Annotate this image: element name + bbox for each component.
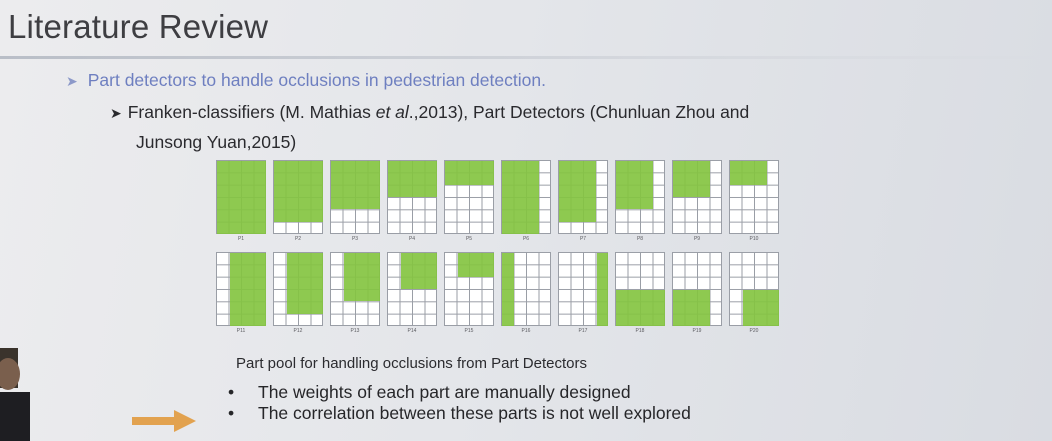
part-template xyxy=(729,160,779,234)
part-label: P2 xyxy=(294,236,302,242)
chevron-right-icon: ➤ xyxy=(110,105,122,121)
bullet-dot: • xyxy=(228,403,235,423)
part-fill xyxy=(445,161,494,185)
figure-caption: Part pool for handling occlusions from P… xyxy=(236,355,587,372)
title-underline xyxy=(0,56,1052,59)
part-fill xyxy=(217,161,266,234)
part-template xyxy=(387,252,437,326)
part-label: P11 xyxy=(236,328,246,334)
part-label: P10 xyxy=(749,236,759,242)
part-template xyxy=(558,160,608,234)
part-fill xyxy=(388,161,437,197)
part-label: P5 xyxy=(465,236,473,242)
part-label: P12 xyxy=(293,328,303,334)
part-template xyxy=(501,160,551,234)
part-label: P18 xyxy=(635,328,645,334)
part-label: P3 xyxy=(351,236,359,242)
part-template xyxy=(501,252,551,326)
part-label: P9 xyxy=(693,236,701,242)
part-template xyxy=(615,160,665,234)
part-label: P17 xyxy=(578,328,588,334)
arrow-right-icon xyxy=(132,410,196,432)
list-item: • The weights of each part are manually d… xyxy=(228,382,691,403)
part-template xyxy=(672,252,722,326)
part-template xyxy=(216,252,266,326)
part-label: P19 xyxy=(692,328,702,334)
part-label: P7 xyxy=(579,236,587,242)
part-template xyxy=(615,252,665,326)
part-fill xyxy=(742,289,779,326)
bullet-level2: ➤ Franken-classifiers (M. Mathias et al.,… xyxy=(110,98,1030,157)
et-al-text: et al xyxy=(375,102,409,122)
part-fill xyxy=(673,289,710,326)
part-fill xyxy=(616,289,665,326)
presenter-figure xyxy=(0,348,30,441)
part-fill xyxy=(343,253,380,302)
part-fill xyxy=(730,161,767,185)
part-label: P4 xyxy=(408,236,416,242)
part-template xyxy=(330,252,380,326)
part-fill xyxy=(331,161,380,210)
part-label: P6 xyxy=(522,236,530,242)
part-fill xyxy=(673,161,710,197)
bullet-level2-text-c: Junsong Yuan,2015) xyxy=(136,132,297,152)
part-template xyxy=(444,252,494,326)
part-label: P20 xyxy=(749,328,759,334)
part-fill xyxy=(286,253,323,314)
part-fill xyxy=(274,161,323,222)
part-fill xyxy=(400,253,437,289)
bullet-level2-text-a: Franken-classifiers (M. Mathias xyxy=(127,102,376,122)
part-template xyxy=(273,160,323,234)
part-label: P15 xyxy=(464,328,474,334)
part-template xyxy=(558,252,608,326)
part-label: P13 xyxy=(350,328,360,334)
point-text: The correlation between these parts is n… xyxy=(258,403,691,423)
bullet-level1-text: Part detectors to handle occlusions in p… xyxy=(87,70,546,90)
part-fill xyxy=(229,253,266,326)
bullet-level1: ➤ Part detectors to handle occlusions in … xyxy=(66,70,546,91)
slide-title: Literature Review xyxy=(8,8,269,45)
part-fill xyxy=(616,161,653,210)
part-fill xyxy=(596,253,608,326)
bottom-bullet-list: • The weights of each part are manually d… xyxy=(228,382,691,424)
part-template xyxy=(444,160,494,234)
bullet-level2-text-b: .,2013), Part Detectors (Chunluan Zhou a… xyxy=(408,102,750,122)
part-template xyxy=(729,252,779,326)
part-fill xyxy=(502,253,514,326)
part-label: P8 xyxy=(636,236,644,242)
part-template xyxy=(216,160,266,234)
part-fill xyxy=(559,161,596,222)
list-item: • The correlation between these parts is … xyxy=(228,403,691,424)
part-template xyxy=(387,160,437,234)
part-label: P14 xyxy=(407,328,417,334)
part-fill xyxy=(457,253,494,277)
part-label: P1 xyxy=(237,236,245,242)
part-fill xyxy=(502,161,539,234)
point-text: The weights of each part are manually de… xyxy=(258,382,631,402)
part-label: P16 xyxy=(521,328,531,334)
chevron-right-icon: ➤ xyxy=(66,73,78,89)
bullet-dot: • xyxy=(228,382,235,402)
part-template xyxy=(330,160,380,234)
part-template xyxy=(273,252,323,326)
part-template xyxy=(672,160,722,234)
